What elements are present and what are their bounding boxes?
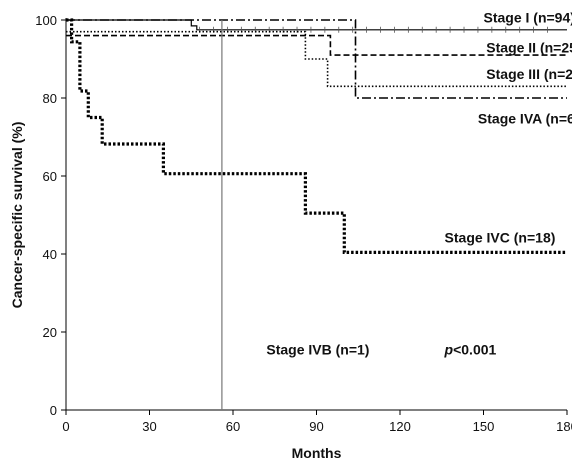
y-tick-label: 60 [43, 169, 57, 184]
series-line-5 [66, 18, 567, 254]
x-axis-label: Months [292, 445, 342, 461]
x-tick-label: 30 [142, 419, 156, 434]
p-value-number: <0.001 [453, 342, 496, 358]
series-label-5: Stage IVC (n=18) [445, 230, 556, 246]
x-tick-label: 90 [309, 419, 323, 434]
x-tick-label: 120 [389, 419, 411, 434]
y-tick-label: 80 [43, 91, 57, 106]
series-label-1: Stage II (n=25) [486, 40, 572, 56]
p-value-prefix: p [444, 342, 454, 358]
y-tick-label: 0 [50, 403, 57, 418]
series-line-2 [66, 30, 567, 88]
series-layer [66, 18, 567, 410]
x-tick-label: 150 [473, 419, 495, 434]
x-tick-label: 0 [62, 419, 69, 434]
series-labels: Stage I (n=94) Stage II (n=25) Stage III (… [266, 9, 572, 357]
y-tick-label: 20 [43, 325, 57, 340]
y-ticks: 0 20 40 60 80 100 [35, 13, 66, 418]
x-ticks: 0 30 60 90 120 150 180 [62, 410, 572, 434]
series-label-4: Stage IVB (n=1) [266, 342, 369, 358]
series-label-2: Stage III (n=27) [486, 66, 572, 82]
y-tick-label: 100 [35, 13, 57, 28]
x-tick-label: 60 [226, 419, 240, 434]
series-label-3: Stage IVA (n=6) [478, 110, 572, 126]
x-tick-label: 180 [556, 419, 572, 434]
y-tick-label: 40 [43, 247, 57, 262]
p-value-annotation: p<0.001 [444, 342, 497, 358]
series-line-1 [66, 34, 567, 56]
series-label-0: Stage I (n=94) [484, 9, 572, 25]
y-axis-label: Cancer-specific survival (%) [9, 122, 25, 309]
series-line-3 [66, 19, 567, 99]
